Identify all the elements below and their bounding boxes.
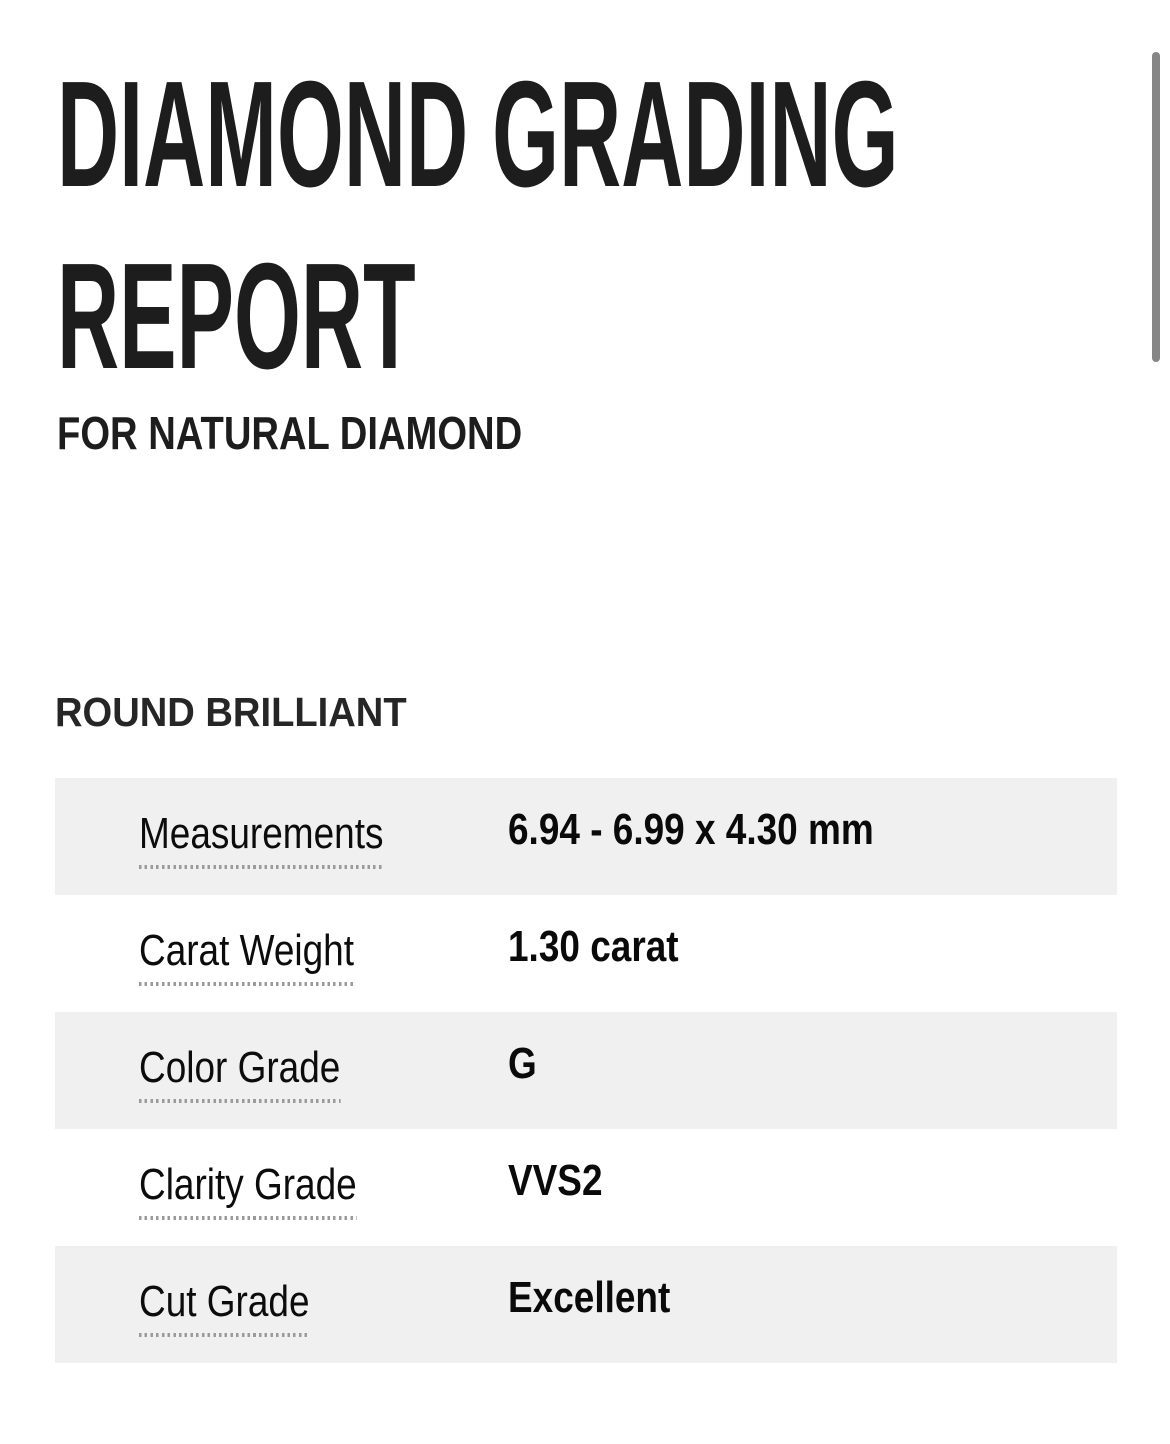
row-label: Color Grade: [138, 1042, 340, 1092]
table-row-measurements: Measurements 6.94 - 6.99 x 4.30 mm: [55, 777, 1117, 895]
row-label: Measurements: [138, 808, 383, 858]
row-label: Cut Grade: [138, 1276, 310, 1326]
page-subtitle: FOR NATURAL DIAMOND: [57, 406, 523, 459]
row-value-cell: Excellent: [508, 1272, 701, 1322]
row-label-cell: Clarity Grade: [138, 1159, 398, 1220]
dotted-underline: [138, 1215, 357, 1220]
dotted-underline: [138, 864, 383, 869]
row-label: Clarity Grade: [138, 1159, 357, 1209]
table-row-carat-weight: Carat Weight 1.30 carat: [55, 895, 1117, 1012]
table-row-cut-grade: Cut Grade Excellent: [55, 1245, 1117, 1364]
row-value-cell: 1.30 carat: [508, 921, 711, 971]
row-value: Excellent: [508, 1272, 671, 1322]
page-title: DIAMOND GRADING REPORT: [57, 49, 899, 401]
table-row-color-grade: Color Grade G: [55, 1011, 1117, 1129]
row-label-cell: Cut Grade: [138, 1276, 342, 1337]
row-value: G: [508, 1038, 537, 1088]
spec-table: Measurements 6.94 - 6.99 x 4.30 mm Carat…: [55, 777, 1117, 1364]
dotted-underline: [138, 981, 354, 986]
table-row-clarity-grade: Clarity Grade VVS2: [55, 1129, 1117, 1246]
row-label: Carat Weight: [138, 925, 354, 975]
row-value-cell: G: [508, 1038, 542, 1088]
row-label-cell: Carat Weight: [138, 925, 395, 986]
row-value: 1.30 carat: [508, 921, 679, 971]
row-value: VVS2: [508, 1155, 603, 1205]
row-label-cell: Measurements: [138, 808, 430, 869]
row-value: 6.94 - 6.99 x 4.30 mm: [508, 804, 874, 854]
dotted-underline: [138, 1098, 340, 1103]
scrollbar-thumb[interactable]: [1152, 52, 1160, 362]
row-label-cell: Color Grade: [138, 1042, 379, 1103]
section-heading-shape-name: ROUND BRILLIANT: [55, 688, 407, 735]
row-value-cell: VVS2: [508, 1155, 621, 1205]
dotted-underline: [138, 1332, 310, 1337]
row-value-cell: 6.94 - 6.99 x 4.30 mm: [508, 804, 943, 854]
